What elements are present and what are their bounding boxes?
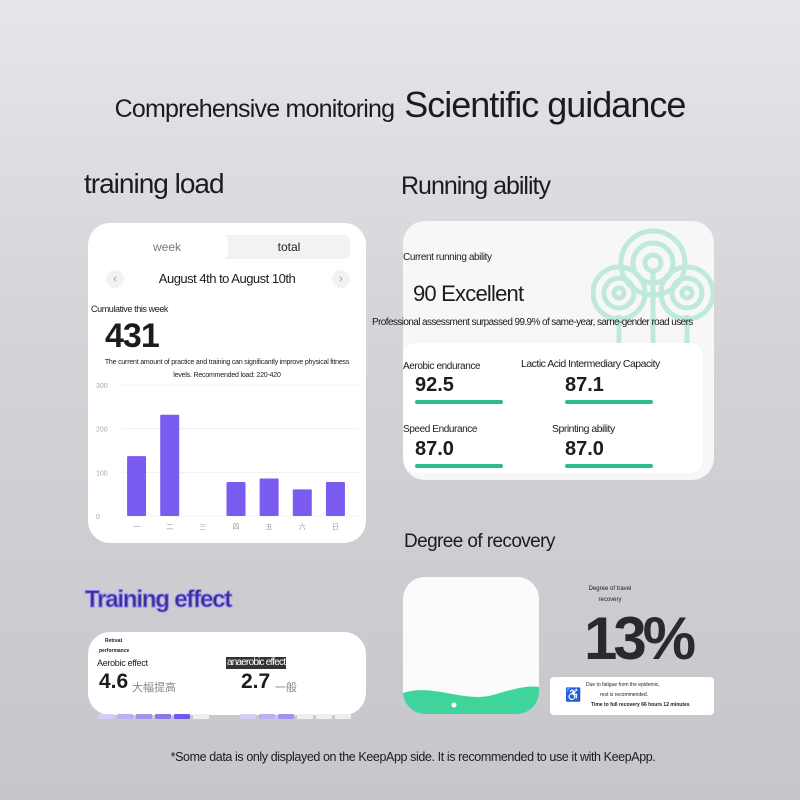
x-tick-label: 一 bbox=[133, 524, 140, 531]
footer-note: *Some data is only displayed on the Keep… bbox=[170, 750, 656, 764]
badge-line-1: Retreat bbox=[105, 638, 123, 644]
tab-week[interactable]: week bbox=[106, 235, 228, 259]
bar bbox=[160, 414, 180, 516]
bar bbox=[325, 481, 345, 516]
tree-logo-icon bbox=[591, 228, 714, 365]
tip-line-2: rest is recommended. bbox=[600, 692, 649, 698]
y-tick-label: 0 bbox=[96, 514, 100, 521]
aerobic-segments bbox=[98, 706, 212, 724]
effect-segment bbox=[117, 714, 133, 719]
running-ability-card: Current running ability 90 Excellent Aer… bbox=[403, 221, 714, 480]
training-load-chart: 0 100 200 300 一 二 三 四 五 六 日 bbox=[96, 383, 358, 531]
metric-bar bbox=[415, 464, 503, 468]
metric-bar bbox=[415, 400, 503, 404]
training-effect-title: Training effect bbox=[84, 586, 232, 614]
current-ability-label: Current running ability bbox=[403, 252, 492, 263]
recovery-title: Degree of recovery bbox=[404, 531, 555, 552]
tip-line-3: Time to full recovery 66 hours 12 minute… bbox=[591, 702, 690, 708]
header: Comprehensive monitoring Scientific guid… bbox=[0, 84, 800, 126]
metric-label: Speed Endurance bbox=[403, 424, 478, 435]
anaerobic-label: anaerobic effect bbox=[226, 657, 287, 669]
recovery-tip: ♿ Due to fatigue from the epidemic, rest… bbox=[550, 677, 714, 715]
effect-segment bbox=[335, 714, 351, 719]
bar bbox=[127, 456, 147, 516]
bar bbox=[259, 478, 279, 516]
badge-line-2: performance bbox=[99, 648, 130, 654]
running-ability-title: Running ability bbox=[401, 172, 551, 200]
metric-value: 87.0 bbox=[565, 438, 604, 460]
effect-segment bbox=[278, 714, 294, 719]
training-note: The current amount of practice and train… bbox=[88, 356, 366, 382]
y-tick-label: 300 bbox=[96, 383, 108, 390]
x-tick-label: 六 bbox=[299, 522, 306, 531]
prev-week-button[interactable]: ‹ bbox=[106, 270, 124, 288]
metric-label: Lactic Acid Intermediary Capacity bbox=[521, 358, 660, 370]
next-week-button[interactable]: › bbox=[332, 270, 350, 288]
training-effect-card: Retreat performance Aerobic effect 4.6 大… bbox=[88, 632, 366, 719]
cumulative-label: Cumulative this week bbox=[91, 304, 169, 314]
y-tick-label: 100 bbox=[96, 470, 108, 477]
bar bbox=[292, 489, 312, 516]
recovery-label-1: Degree of travel bbox=[588, 586, 632, 592]
tip-line-1: Due to fatigue from the epidemic, bbox=[586, 682, 660, 688]
cumulative-value: 431 bbox=[105, 317, 160, 355]
effect-segment bbox=[316, 714, 332, 719]
note-line-1: The current amount of practice and train… bbox=[104, 359, 350, 366]
effect-segment bbox=[98, 714, 114, 719]
effect-segment bbox=[297, 714, 313, 719]
fatigue-person-icon: ♿ bbox=[565, 687, 582, 702]
training-load-card: week total ‹ August 4th to August 10th ›… bbox=[88, 223, 366, 543]
recovery-label-2: recovery bbox=[598, 597, 622, 603]
y-tick-label: 200 bbox=[96, 427, 108, 434]
effect-segment bbox=[174, 714, 190, 719]
anaerobic-segments bbox=[240, 706, 354, 724]
metrics-panel: Aerobic endurance 92.5 Lactic Acid Inter… bbox=[403, 343, 703, 473]
note-line-2: levels. Recommended load: 220-420 bbox=[173, 372, 281, 379]
aerobic-label: Aerobic effect bbox=[97, 658, 148, 668]
anaerobic-value: 2.7 bbox=[241, 670, 271, 693]
header-right: Scientific guidance bbox=[404, 84, 686, 125]
header-left: Comprehensive monitoring bbox=[114, 95, 395, 123]
assessment-text: Professional assessment surpassed 99.9% … bbox=[372, 317, 693, 328]
metric-bar bbox=[565, 464, 653, 468]
tab-total[interactable]: total bbox=[277, 240, 301, 254]
metric-value: 92.5 bbox=[415, 374, 454, 396]
x-tick-label: 三 bbox=[199, 523, 206, 531]
date-range: August 4th to August 10th bbox=[158, 271, 296, 286]
x-tick-label: 五 bbox=[266, 523, 273, 531]
metric-label: Sprinting ability bbox=[552, 423, 615, 435]
training-load-title: training load bbox=[84, 168, 225, 199]
effect-segment bbox=[155, 714, 171, 719]
anaerobic-level: 一般 bbox=[275, 682, 297, 694]
recovery-wave bbox=[403, 686, 539, 714]
ability-score: 90 Excellent bbox=[413, 281, 524, 306]
x-tick-label: 四 bbox=[233, 523, 240, 531]
aerobic-level: 大幅提高 bbox=[132, 682, 176, 694]
metric-bar bbox=[565, 400, 653, 404]
effect-segment bbox=[259, 714, 275, 719]
effect-segment bbox=[193, 714, 209, 719]
aerobic-value: 4.6 bbox=[99, 670, 129, 693]
effect-segment bbox=[240, 714, 256, 719]
metric-value: 87.0 bbox=[415, 438, 454, 460]
x-tick-label: 日 bbox=[332, 523, 339, 531]
x-tick-label: 二 bbox=[166, 524, 173, 531]
effect-segment bbox=[136, 714, 152, 719]
metric-value: 87.1 bbox=[565, 374, 604, 396]
recovery-gauge bbox=[403, 577, 539, 714]
recovery-label: Degree of travel recovery bbox=[560, 584, 660, 606]
tab-bar: week total bbox=[106, 235, 350, 259]
metric-label: Aerobic endurance bbox=[403, 361, 481, 372]
recovery-percent: 13% bbox=[584, 605, 696, 672]
bar bbox=[226, 481, 246, 516]
